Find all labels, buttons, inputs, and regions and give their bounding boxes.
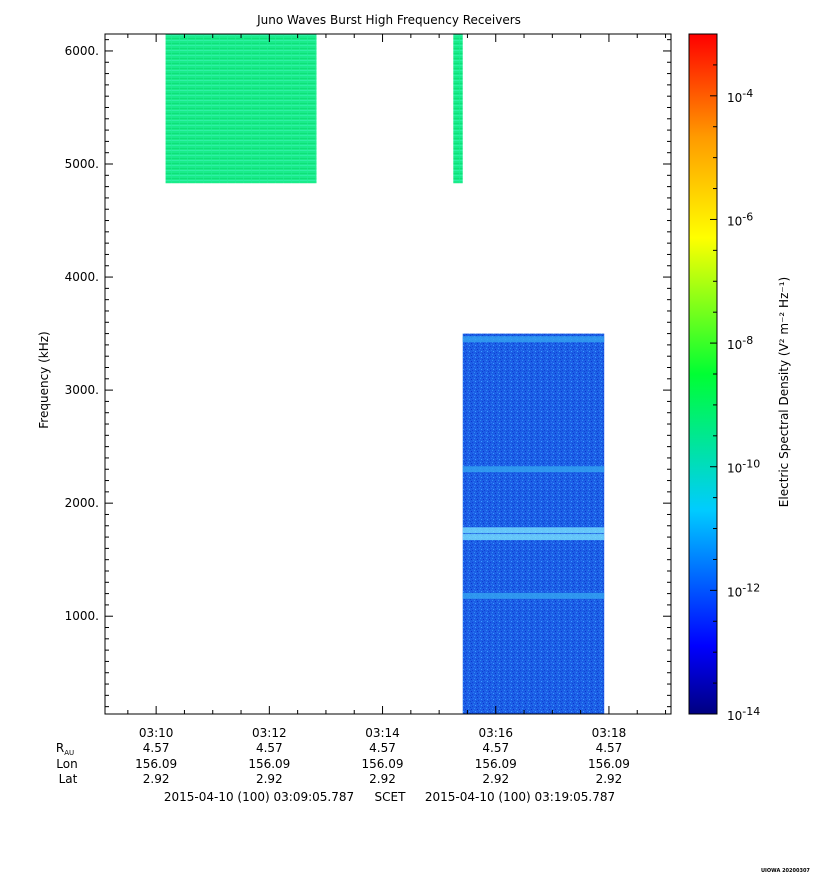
colorbar-tick-label: 10-14 (727, 705, 760, 723)
colorbar-ticks: 10-4 10-6 10-8 10-10 10-12 10-14 (710, 64, 760, 723)
colorbar (688, 33, 718, 715)
lon-value: 156.09 (362, 757, 404, 771)
y-tick-label: 1000. (65, 609, 99, 623)
y-axis: 1000. 2000. 3000. 4000. 5000. 6000. (65, 39, 671, 708)
x-tick-label: 03:12 (252, 726, 287, 740)
lat-row-label: Lat (59, 772, 78, 786)
rau-value: 4.57 (256, 741, 283, 755)
spectral-band (462, 466, 605, 473)
lat-value: 2.92 (369, 772, 396, 786)
lat-value: 2.92 (482, 772, 509, 786)
rau-value: 4.57 (143, 741, 170, 755)
rau-value: 4.57 (482, 741, 509, 755)
data-blocks (165, 34, 605, 714)
credit-label: UIOWA 20200307 (761, 868, 810, 874)
x-tick-label: 03:18 (592, 726, 627, 740)
spectral-band (462, 534, 605, 541)
plot-frame (104, 33, 672, 715)
rau-value: 4.57 (596, 741, 623, 755)
lon-value: 156.09 (588, 757, 630, 771)
footer-scet-label: SCET (375, 790, 407, 804)
lon-value: 156.09 (248, 757, 290, 771)
colorbar-tick-label: 10-12 (727, 581, 760, 599)
colorbar-tick-label: 10-4 (727, 87, 753, 105)
y-tick-label: 5000. (65, 157, 99, 171)
chart-title: Juno Waves Burst High Frequency Receiver… (256, 13, 521, 27)
y-tick-label: 4000. (65, 270, 99, 284)
lat-value: 2.92 (256, 772, 283, 786)
colorbar-tick-label: 10-6 (727, 210, 753, 228)
rau-value: 4.57 (369, 741, 396, 755)
lat-value: 2.92 (143, 772, 170, 786)
x-tick-label: 03:10 (139, 726, 174, 740)
colorbar-label: Electric Spectral Density (V² m⁻² Hz⁻¹) (777, 277, 791, 507)
spectral-band (462, 592, 605, 599)
spectrogram-block (165, 34, 317, 184)
lat-value: 2.92 (596, 772, 623, 786)
y-tick-label: 2000. (65, 496, 99, 510)
lon-row-label: Lon (56, 757, 77, 771)
colorbar-tick-label: 10-8 (727, 334, 753, 352)
spectrogram-block (462, 333, 605, 714)
lon-value: 156.09 (135, 757, 177, 771)
y-tick-label: 6000. (65, 44, 99, 58)
x-tick-label: 03:16 (478, 726, 513, 740)
footer-end-time: 2015-04-10 (100) 03:19:05.787 (425, 790, 615, 804)
footer-start-time: 2015-04-10 (100) 03:09:05.787 (164, 790, 354, 804)
x-axis: 03:104.57156.092.9203:124.57156.092.9203… (127, 34, 667, 786)
lon-value: 156.09 (475, 757, 517, 771)
rau-row-label: RAU (56, 741, 74, 757)
spectrogram-block (453, 34, 463, 184)
x-tick-label: 03:14 (365, 726, 400, 740)
y-tick-label: 3000. (65, 383, 99, 397)
spectral-band (462, 527, 605, 534)
spectral-band (462, 336, 605, 343)
y-axis-label: Frequency (kHz) (37, 331, 51, 428)
colorbar-tick-label: 10-10 (727, 458, 760, 476)
